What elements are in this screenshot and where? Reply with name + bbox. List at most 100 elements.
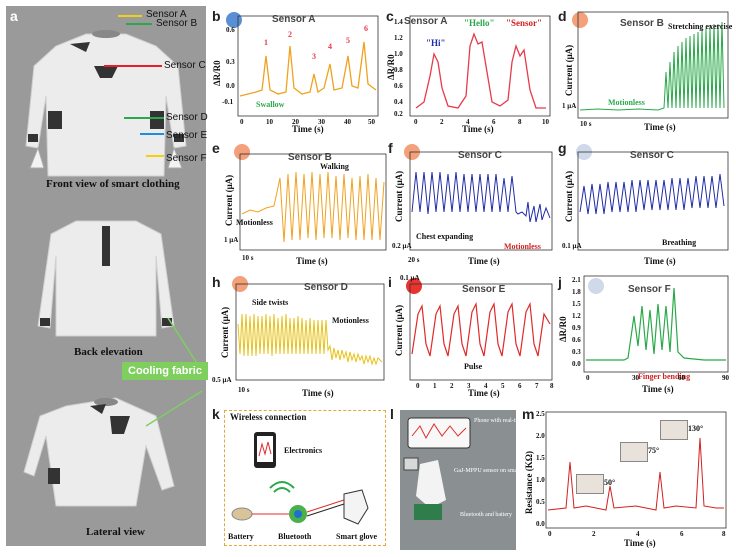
panel-c-ytick-4: 0.6	[394, 82, 403, 90]
panel-b-xtick-2: 20	[292, 118, 299, 126]
panel-c-ytick-6: 0.2	[394, 110, 403, 118]
panel-c-ylabel: ΔR/R0	[386, 54, 396, 80]
panel-i-xtick-2: 2	[450, 382, 454, 390]
panel-c-ytick-3: 0.8	[394, 66, 403, 74]
panel-b: b Sensor A 0.6 0.3 0.0 -0.1 0 10 20 30 4…	[212, 6, 382, 134]
panel-m-angle-130: 130°	[688, 424, 704, 433]
panel-i-xtick-1: 1	[433, 382, 437, 390]
panel-b-point-6: 6	[364, 24, 368, 33]
panel-i-xtick-4: 4	[484, 382, 488, 390]
panel-i-xtick-6: 6	[518, 382, 522, 390]
panel-l-bluetooth-caption: Bluetooth and battery	[460, 512, 512, 518]
panel-j-xtick-0: 0	[586, 374, 590, 382]
panel-d-stretching: Stretching exercise	[668, 22, 733, 31]
panel-i-xtick-5: 5	[501, 382, 505, 390]
panel-b-point-2: 2	[288, 30, 292, 39]
panel-c-xtick-1: 2	[440, 118, 444, 126]
panel-f-title: Sensor C	[458, 150, 502, 161]
panel-h-label: h	[212, 274, 221, 290]
panel-b-label: b	[212, 8, 221, 24]
panel-b-point-1: 1	[264, 38, 268, 47]
panel-j-label: j	[558, 274, 562, 290]
panel-b-plot	[237, 15, 379, 117]
panel-m-ytick-4: 0.5	[536, 498, 545, 506]
panel-b-point-4: 4	[328, 42, 332, 51]
panel-h-side-twists: Side twists	[252, 298, 289, 307]
panel-d: d Sensor B Motionless Stretching exercis…	[558, 6, 732, 136]
panel-c-xlabel: Time (s)	[462, 124, 494, 134]
panel-m-ytick-5: 0.0	[536, 520, 545, 528]
panel-e-plot	[239, 153, 387, 251]
panel-m-label: m	[522, 406, 535, 422]
panel-c-ytick-2: 1.0	[394, 50, 403, 58]
panel-k-smart-glove: Smart glove	[336, 532, 378, 541]
panel-m-xtick-2: 4	[636, 530, 640, 538]
sensor-d-label: Sensor D	[166, 112, 208, 123]
panel-b-xtick-4: 40	[344, 118, 351, 126]
panel-i-label: i	[388, 274, 392, 290]
panel-i-plot	[409, 283, 553, 381]
panel-c-ytick-1: 1.2	[394, 34, 403, 42]
panel-m: m 2.5 2.0 1.5 1.0 0.5 0.0 0 2 4 6 8 Time…	[520, 404, 732, 550]
panel-d-plot	[577, 11, 729, 119]
panel-i-xtick-8: 8	[550, 382, 554, 390]
hand-photo-75	[620, 442, 648, 462]
panel-m-ytick-0: 2.5	[536, 410, 545, 418]
panel-d-xlabel: Time (s)	[644, 122, 676, 132]
panel-h-xlabel: Time (s)	[302, 388, 334, 398]
panel-b-xtick-5: 50	[368, 118, 375, 126]
panel-h: h Sensor D Side twists Motionless 10 s 0…	[212, 272, 388, 400]
panel-m-angle-75: 75°	[648, 446, 660, 455]
caption-back-elevation: Back elevation	[74, 346, 143, 358]
panel-m-angle-50: 50°	[604, 478, 616, 487]
panel-e: e Sensor B Motionless Walking 10 s 1 μA …	[212, 138, 388, 268]
panel-c-xtick-2: 4	[466, 118, 470, 126]
panel-k-frame	[224, 410, 386, 546]
panel-g-label: g	[558, 140, 567, 156]
panel-f-scale-y: 0.2 μA	[392, 242, 412, 250]
panel-d-ylabel: Current (μA)	[564, 44, 574, 96]
panel-g-scale-y: 0.1 μA	[562, 242, 582, 250]
panel-l: l Phone with real-time curves GaJ-MPPU s…	[390, 404, 541, 550]
caption-front-view: Front view of smart clothing	[46, 178, 180, 190]
panel-b-xtick-0: 0	[240, 118, 244, 126]
panel-c-word-hello: "Hello"	[464, 18, 495, 28]
panel-b-xtick-1: 10	[266, 118, 273, 126]
panel-b-ytick-2: 0.0	[226, 82, 235, 90]
panel-c-xtick-5: 10	[542, 118, 549, 126]
panel-j-ytick-0: 2.1	[572, 276, 581, 284]
panel-e-xlabel: Time (s)	[296, 256, 328, 266]
panel-e-label: e	[212, 140, 220, 156]
sensor-c-label: Sensor C	[164, 60, 206, 71]
panel-j-finger-bending: Finger bending	[638, 372, 691, 381]
panel-k-electronics: Electronics	[284, 446, 323, 455]
panel-b-xlabel: Time (s)	[292, 124, 324, 134]
panel-m-plot	[545, 411, 727, 529]
walking-icon	[234, 144, 250, 160]
sensor-a-label: Sensor A	[146, 9, 187, 20]
panel-m-xtick-3: 6	[680, 530, 684, 538]
panel-g-breathing: Breathing	[662, 238, 697, 247]
panel-j-ylabel: ΔR/R0	[558, 316, 568, 342]
panel-k-battery: Battery	[228, 532, 254, 541]
panel-h-scale-y: 0.5 μA	[212, 376, 232, 384]
panel-j-ytick-3: 1.2	[572, 312, 581, 320]
panel-i-xtick-3: 3	[467, 382, 471, 390]
panel-i-pulse: Pulse	[464, 362, 483, 371]
arm-stretch-icon	[572, 12, 588, 28]
panel-i-xtick-0: 0	[416, 382, 420, 390]
panel-c-ytick-5: 0.4	[394, 98, 403, 106]
panel-g: g Sensor C Breathing 0.1 μA Time (s) Cur…	[558, 138, 732, 268]
panel-g-plot	[577, 151, 729, 251]
panel-i-title: Sensor E	[462, 284, 506, 295]
panel-c: c Sensor A 1.4 1.2 1.0 0.8 0.6 0.4 0.2 0…	[386, 6, 554, 134]
panel-j-ytick-7: 0.0	[572, 360, 581, 368]
panel-j-xtick-1: 30	[632, 374, 639, 382]
panel-f-ylabel: Current (μA)	[394, 170, 404, 222]
panel-d-scale-y: 1 μA	[562, 102, 577, 110]
panel-k-label: k	[212, 406, 220, 422]
panel-k-heading: Wireless connection	[230, 412, 307, 422]
panel-d-label: d	[558, 8, 567, 24]
panel-c-label: c	[386, 8, 394, 24]
panel-j-xlabel: Time (s)	[642, 384, 674, 394]
